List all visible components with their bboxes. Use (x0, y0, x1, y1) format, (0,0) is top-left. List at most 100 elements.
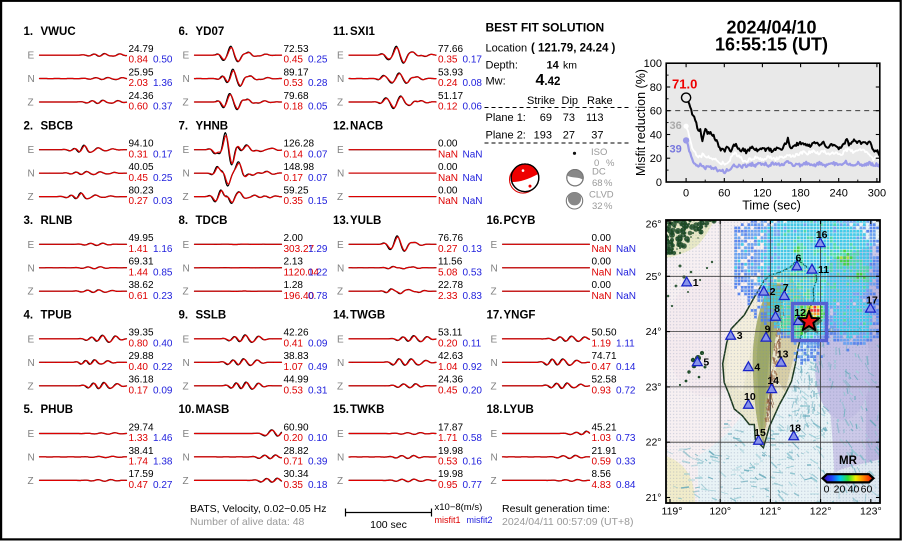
svg-text:0.35: 0.35 (438, 55, 458, 66)
svg-text:89.17: 89.17 (284, 67, 309, 78)
svg-text:0.40: 0.40 (129, 362, 149, 373)
svg-text:45.21: 45.21 (592, 422, 617, 433)
svg-text:MASB: MASB (196, 404, 230, 416)
svg-text:0.33: 0.33 (616, 457, 636, 468)
svg-text:Mw:: Mw: (486, 76, 506, 88)
svg-text:0: 0 (656, 177, 662, 189)
svg-text:Strike: Strike (527, 95, 555, 107)
svg-text:73: 73 (563, 112, 575, 124)
svg-text:21.91: 21.91 (592, 446, 617, 457)
svg-text:0.53: 0.53 (463, 267, 483, 278)
svg-text:N: N (183, 452, 190, 463)
svg-text:1.19: 1.19 (592, 339, 612, 350)
svg-text:0.00: 0.00 (592, 233, 612, 244)
svg-text:0.71: 0.71 (284, 457, 304, 468)
svg-text:1.29: 1.29 (308, 244, 328, 255)
svg-text:0.58: 0.58 (463, 433, 483, 444)
svg-text:NaN: NaN (592, 244, 612, 255)
svg-text:126.28: 126.28 (284, 139, 315, 150)
svg-text:2: 2 (770, 286, 776, 298)
svg-text:0.53: 0.53 (284, 385, 304, 396)
svg-text:1.16: 1.16 (153, 244, 173, 255)
svg-text:22°: 22° (646, 437, 662, 449)
svg-text:16.: 16. (487, 215, 503, 227)
svg-text:119°: 119° (662, 506, 683, 518)
svg-text:TWKB: TWKB (350, 404, 385, 416)
svg-text:1.46: 1.46 (153, 433, 173, 444)
svg-text:0.10: 0.10 (308, 433, 328, 444)
svg-text:SSLB: SSLB (196, 310, 227, 322)
svg-text:TWGB: TWGB (350, 310, 385, 322)
svg-text:0.03: 0.03 (153, 196, 173, 207)
svg-text:SBCB: SBCB (41, 120, 74, 132)
svg-text:123°: 123° (860, 506, 882, 518)
svg-text:17.59: 17.59 (129, 469, 154, 480)
svg-text:ISO: ISO (591, 147, 607, 158)
svg-text:Z: Z (337, 381, 343, 392)
svg-text:0.09: 0.09 (153, 385, 173, 396)
svg-text:300: 300 (868, 188, 886, 200)
svg-text:TDCB: TDCB (196, 215, 228, 227)
svg-text:0.53: 0.53 (438, 457, 458, 468)
svg-text:80.23: 80.23 (129, 185, 154, 196)
svg-text:5: 5 (703, 357, 709, 369)
svg-text:%: % (604, 201, 613, 212)
svg-text:3: 3 (737, 330, 743, 342)
svg-text:1.33: 1.33 (129, 433, 149, 444)
svg-text:Z: Z (183, 287, 189, 298)
svg-text:21°: 21° (646, 492, 662, 504)
svg-text:3.: 3. (24, 215, 34, 227)
svg-text:2.33: 2.33 (438, 291, 458, 302)
svg-text:42.26: 42.26 (284, 328, 309, 339)
svg-text:YD07: YD07 (196, 26, 225, 38)
svg-text:0: 0 (824, 484, 830, 496)
svg-text:E: E (183, 429, 190, 440)
svg-text:18.: 18. (487, 404, 503, 416)
svg-text:76.76: 76.76 (438, 233, 463, 244)
svg-text:0.14: 0.14 (616, 362, 636, 373)
svg-text:1.74: 1.74 (129, 457, 149, 468)
svg-text:NaN: NaN (616, 291, 636, 302)
svg-text:77.66: 77.66 (438, 44, 463, 55)
svg-text:28.82: 28.82 (284, 446, 309, 457)
svg-text:E: E (183, 51, 190, 62)
svg-text:0.06: 0.06 (463, 102, 483, 113)
svg-text:0.61: 0.61 (129, 291, 149, 302)
svg-text:0.05: 0.05 (308, 102, 328, 113)
svg-text:misfit2: misfit2 (467, 515, 493, 525)
svg-text:17.: 17. (487, 310, 503, 322)
svg-text:1.71: 1.71 (438, 433, 458, 444)
svg-text:Z: Z (28, 381, 34, 392)
svg-text:YNGF: YNGF (504, 310, 536, 322)
svg-text:120: 120 (753, 188, 771, 200)
svg-text:100 sec: 100 sec (370, 519, 407, 531)
svg-text:0.16: 0.16 (463, 457, 483, 468)
svg-text:PCYB: PCYB (504, 215, 536, 227)
svg-text:1.: 1. (24, 26, 34, 38)
svg-text:69: 69 (540, 112, 552, 124)
svg-text:N: N (491, 452, 498, 463)
svg-text:49.95: 49.95 (129, 233, 154, 244)
svg-text:12.: 12. (333, 120, 349, 132)
svg-text:80: 80 (650, 82, 662, 94)
svg-text:0.47: 0.47 (129, 480, 149, 491)
svg-text:2.00: 2.00 (284, 233, 304, 244)
svg-text:Time (sec): Time (sec) (742, 199, 801, 213)
svg-text:0.27: 0.27 (153, 480, 173, 491)
svg-text:%: % (606, 158, 615, 169)
svg-text:0.95: 0.95 (438, 480, 458, 491)
svg-text:NaN: NaN (463, 149, 483, 160)
svg-text:22.78: 22.78 (438, 280, 463, 291)
svg-text:18: 18 (789, 422, 801, 434)
svg-text:40: 40 (848, 484, 860, 496)
svg-text:121°: 121° (760, 506, 782, 518)
svg-text:7.: 7. (179, 120, 189, 132)
svg-text:Plane 2:: Plane 2: (486, 130, 526, 142)
svg-text:Z: Z (183, 476, 189, 487)
svg-text:4.83: 4.83 (592, 480, 612, 491)
svg-text:0: 0 (683, 188, 689, 200)
svg-text:100: 100 (644, 58, 662, 70)
svg-text:240: 240 (830, 188, 848, 200)
svg-text:DC: DC (592, 167, 606, 178)
svg-text:VWUC: VWUC (41, 26, 76, 38)
